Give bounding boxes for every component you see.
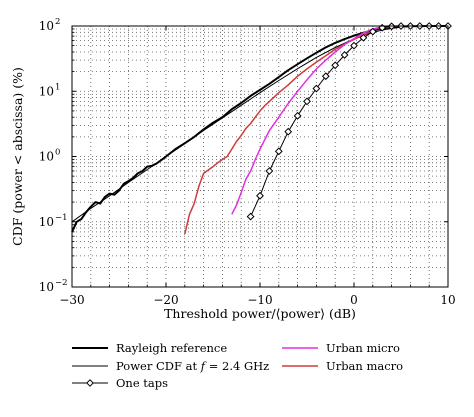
y-tick-label: 10 [39, 19, 54, 33]
y-tick-label: 10 [39, 215, 54, 229]
legend-marker [86, 379, 94, 387]
series-rayleigh-reference [71, 25, 448, 233]
x-tick-label: 10 [440, 293, 455, 307]
x-ticks: −30 −20 −10 0 10 [59, 26, 456, 307]
data-point-marker [274, 147, 283, 156]
data-point-marker [284, 127, 293, 136]
y-tick-label: 10 [39, 84, 54, 98]
series-line [231, 25, 402, 215]
series-line [250, 25, 448, 217]
y-tick-exponent: 0 [55, 148, 60, 158]
legend-item-urban-micro: Urban micro [282, 341, 400, 355]
y-tick-exponent: 1 [55, 82, 60, 92]
data-point-marker [359, 33, 368, 42]
legend-label: One taps [116, 376, 168, 390]
x-axis-label: Threshold power/⟨power⟩ (dB) [164, 306, 356, 321]
y-tick-exponent: −2 [55, 278, 68, 288]
y-tick-label: 10 [39, 280, 54, 294]
legend-item-urban-macro: Urban macro [282, 359, 403, 373]
legend-label: Rayleigh reference [116, 341, 227, 355]
x-tick-label: −10 [247, 293, 272, 307]
data-point-marker [331, 61, 340, 70]
legend-label: Power CDF at f = 2.4 GHz [116, 359, 269, 373]
legend-item-rayleigh-reference: Rayleigh reference [72, 341, 227, 355]
y-tick-exponent: −1 [55, 213, 68, 223]
grid [72, 26, 448, 287]
x-tick-label: −20 [153, 293, 178, 307]
data-point-marker [256, 191, 264, 200]
legend-label: Urban macro [326, 359, 403, 373]
legend-item-power-cdf-at-f-2-4-ghz: Power CDF at f = 2.4 GHz [72, 359, 269, 373]
data-point-marker [368, 27, 377, 36]
y-axis-label: CDF (power < abscissa) (%) [10, 67, 25, 246]
data-point-marker [246, 212, 255, 221]
x-tick-label: −30 [59, 293, 84, 307]
series-urban-micro [231, 25, 402, 215]
data-point-marker [312, 84, 321, 93]
data-point-marker [303, 97, 311, 106]
series-line [71, 25, 448, 233]
legend-item-one-taps: One taps [72, 376, 168, 390]
data-point-marker [350, 41, 358, 50]
y-tick-label: 10 [39, 150, 54, 164]
y-tick-exponent: 2 [55, 17, 60, 27]
legend: Rayleigh reference Power CDF at f = 2.4 G… [72, 341, 403, 390]
x-tick-label: 0 [350, 293, 358, 307]
legend-label: Urban micro [326, 341, 400, 355]
data-point-marker [321, 72, 330, 81]
data-point-marker [293, 111, 302, 120]
data-point-marker [265, 167, 274, 175]
data-point-marker [340, 51, 349, 59]
